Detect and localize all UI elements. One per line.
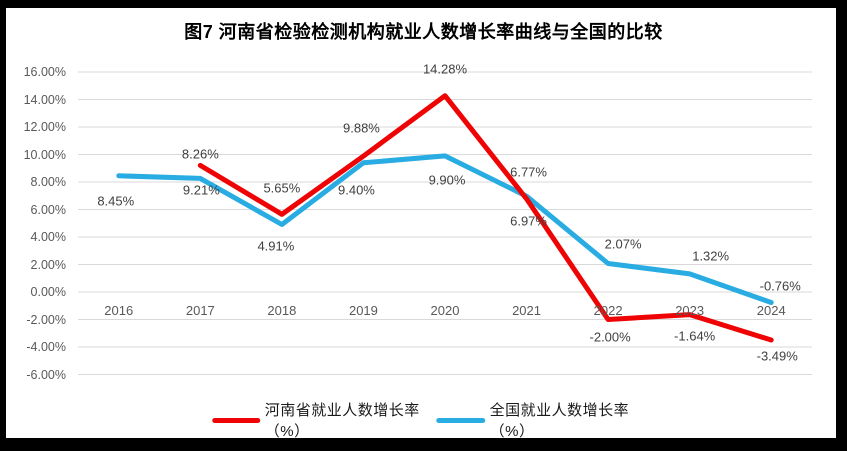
national-series-line bbox=[116, 153, 774, 305]
y-axis-tick: 6.00% bbox=[30, 202, 66, 217]
x-axis-label: 2023 bbox=[675, 303, 705, 318]
data-label: -0.76% bbox=[759, 278, 801, 294]
data-label: 1.32% bbox=[692, 248, 730, 264]
frame-border-right bbox=[836, 0, 847, 451]
legend-item-national: 全国就业人数增长率（%） bbox=[436, 399, 636, 441]
data-label: 9.40% bbox=[338, 182, 375, 198]
data-label: -1.64% bbox=[674, 328, 716, 344]
frame-border-left bbox=[0, 0, 6, 451]
data-label: -2.00% bbox=[589, 329, 631, 344]
data-label: 4.91% bbox=[257, 238, 295, 254]
y-axis-tick: 0.00% bbox=[30, 285, 66, 299]
legend: 河南省就业人数增长率（%） 全国就业人数增长率（%） bbox=[211, 399, 636, 441]
x-axis-label: 2021 bbox=[512, 303, 541, 318]
y-axis-tick: 16.00% bbox=[23, 65, 66, 79]
y-axis-tick: 10.00% bbox=[23, 147, 66, 162]
frame-border-bottom bbox=[0, 438, 847, 451]
y-axis-tick: -4.00% bbox=[26, 340, 66, 354]
y-axis-tick: -6.00% bbox=[26, 367, 66, 382]
data-label: 5.65% bbox=[263, 180, 301, 196]
series-lines bbox=[116, 93, 774, 343]
y-axis-tick: 8.00% bbox=[30, 175, 66, 189]
x-axis-label: 2019 bbox=[348, 303, 378, 318]
henan-line-swatch bbox=[211, 417, 261, 423]
legend-label-national: 全国就业人数增长率（%） bbox=[489, 402, 630, 440]
data-label: 9.21% bbox=[182, 182, 220, 198]
data-label: 14.28% bbox=[422, 61, 468, 77]
y-axis-tick: 2.00% bbox=[30, 257, 66, 272]
data-label: 2.07% bbox=[604, 236, 642, 252]
x-axis-label: 2022 bbox=[593, 303, 623, 318]
y-axis-tick: -2.00% bbox=[26, 312, 66, 327]
y-axis-tick: 4.00% bbox=[30, 230, 66, 244]
henan-series-line bbox=[197, 93, 774, 343]
legend-item-henan: 河南省就业人数增长率（%） bbox=[211, 399, 423, 441]
y-axis-tick: 12.00% bbox=[23, 120, 66, 134]
data-label: 8.26% bbox=[181, 146, 219, 162]
data-label: 6.77% bbox=[510, 164, 547, 180]
legend-label-henan: 河南省就业人数增长率（%） bbox=[264, 402, 420, 440]
data-label: 9.90% bbox=[428, 172, 466, 188]
x-axis-label: 2017 bbox=[185, 303, 215, 318]
x-axis-label: 2020 bbox=[430, 303, 460, 318]
data-label: 6.97% bbox=[510, 213, 547, 229]
frame-border-top bbox=[0, 0, 847, 8]
y-axis-tick: 14.00% bbox=[23, 92, 66, 107]
x-axis-label: 2018 bbox=[267, 303, 297, 318]
x-axis-label: 2016 bbox=[104, 303, 134, 318]
chart-title: 图7 河南省检验检测机构就业人数增长率曲线与全国的比较 bbox=[184, 22, 663, 42]
national-line-swatch bbox=[436, 417, 486, 423]
data-label: 8.45% bbox=[97, 193, 135, 209]
data-label: 9.88% bbox=[343, 120, 380, 136]
data-label: -3.49% bbox=[756, 348, 798, 364]
x-axis-label: 2024 bbox=[756, 303, 786, 318]
